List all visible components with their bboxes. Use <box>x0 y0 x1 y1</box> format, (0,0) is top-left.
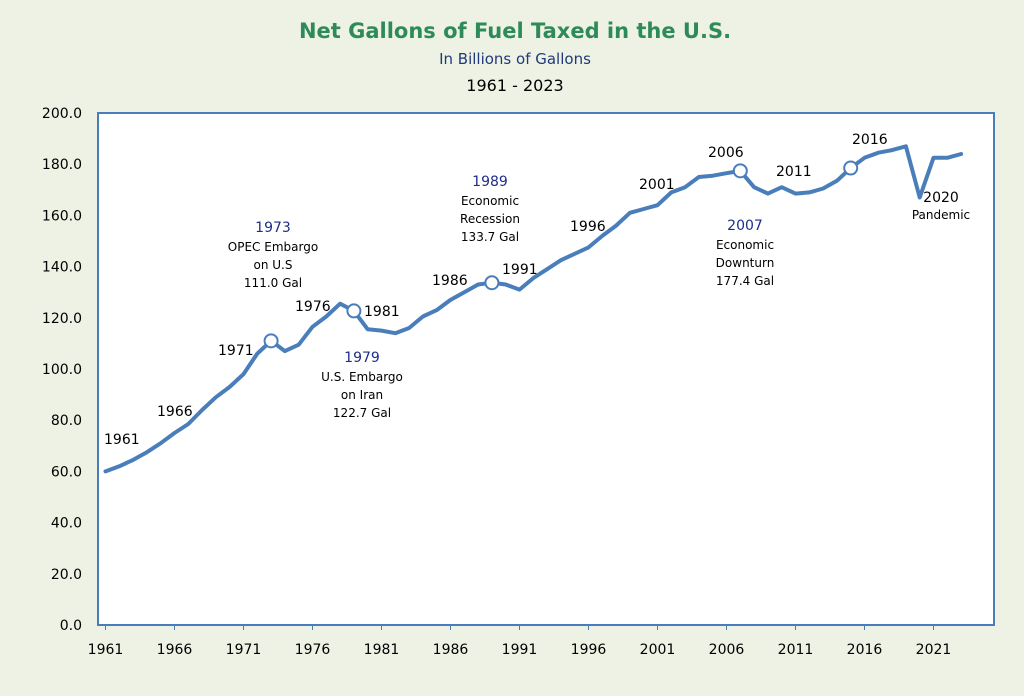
event-line: on Iran <box>341 388 383 402</box>
year-label-1996: 1996 <box>570 219 606 235</box>
chart-title: Net Gallons of Fuel Taxed in the U.S. <box>299 19 731 43</box>
x-axis: 1961 1966 1971 1976 1981 1986 1991 1996 2001 2006… <box>88 625 952 658</box>
y-tick-label: 100.0 <box>42 362 82 378</box>
plot-area <box>97 112 995 626</box>
year-label-2016: 2016 <box>852 132 888 148</box>
y-tick-label: 0.0 <box>60 618 82 634</box>
year-label-2011: 2011 <box>776 164 812 180</box>
event-line: on U.S <box>254 258 293 272</box>
highlight-point-1973 <box>263 333 279 349</box>
y-tick-label: 20.0 <box>51 567 82 583</box>
highlight-point-1979 <box>346 303 362 319</box>
y-tick-label: 180.0 <box>42 157 82 173</box>
x-tick-label: 1991 <box>502 642 538 658</box>
chart-year-range: 1961 - 2023 <box>466 76 563 95</box>
year-label-2001: 2001 <box>639 177 675 193</box>
highlight-point-2015 <box>843 160 859 176</box>
x-tick-label: 2011 <box>778 642 814 658</box>
y-tick-label: 80.0 <box>51 413 82 429</box>
x-tick-label: 2006 <box>709 642 745 658</box>
year-label-1981: 1981 <box>364 304 400 320</box>
annotation-1989: 1989 Economic Recession 133.7 Gal <box>460 174 520 244</box>
y-tick-label: 120.0 <box>42 311 82 327</box>
event-line: U.S. Embargo <box>321 370 403 384</box>
x-tick-label: 1981 <box>364 642 400 658</box>
annotation-1979: 1979 U.S. Embargo on Iran 122.7 Gal <box>321 350 403 420</box>
x-tick-label: 2021 <box>916 642 952 658</box>
event-line: Downturn <box>716 256 775 270</box>
chart-subtitle: In Billions of Gallons <box>439 50 591 68</box>
highlight-point-1989 <box>484 275 500 291</box>
year-label-1971: 1971 <box>218 343 254 359</box>
year-labels: 1961 1966 1971 1976 1981 1986 1991 1996 … <box>104 132 888 448</box>
year-label-1986: 1986 <box>432 273 468 289</box>
event-line: Economic <box>461 194 519 208</box>
series-line <box>103 144 964 474</box>
event-line: Recession <box>460 212 520 226</box>
event-year: 1979 <box>344 350 380 366</box>
x-tick-label: 1961 <box>88 642 124 658</box>
event-line: 122.7 Gal <box>333 406 391 420</box>
highlight-markers <box>263 160 859 349</box>
year-label-2006: 2006 <box>708 145 744 161</box>
y-tick-label: 40.0 <box>51 516 82 532</box>
annotation-1973: 1973 OPEC Embargo on U.S 111.0 Gal <box>228 220 318 290</box>
event-line: 111.0 Gal <box>244 276 302 290</box>
event-year: 1973 <box>255 220 291 236</box>
y-tick-label: 200.0 <box>42 106 82 122</box>
event-year: 2020 <box>923 190 959 206</box>
event-line: 133.7 Gal <box>461 230 519 244</box>
annotation-2020: 2020 Pandemic <box>912 190 970 222</box>
event-year: 2007 <box>727 218 763 234</box>
event-line: Economic <box>716 238 774 252</box>
annotation-2007: 2007 Economic Downturn 177.4 Gal <box>716 218 775 288</box>
year-label-1976: 1976 <box>295 299 331 315</box>
event-line: OPEC Embargo <box>228 240 318 254</box>
x-tick-label: 2016 <box>847 642 883 658</box>
x-tick-label: 1971 <box>226 642 262 658</box>
y-tick-label: 140.0 <box>42 260 82 276</box>
year-label-1991: 1991 <box>502 262 538 278</box>
y-tick-label: 160.0 <box>42 208 82 224</box>
x-tick-label: 1986 <box>433 642 469 658</box>
x-tick-label: 1996 <box>571 642 607 658</box>
event-line: Pandemic <box>912 208 970 222</box>
year-label-1961: 1961 <box>104 432 140 448</box>
x-tick-label: 1976 <box>295 642 331 658</box>
x-tick-label: 1966 <box>157 642 193 658</box>
y-tick-label: 60.0 <box>51 464 82 480</box>
y-axis: 0.0 20.0 40.0 60.0 80.0 100.0 120.0 140.0 160.0 1… <box>42 106 82 634</box>
x-tick-label: 2001 <box>640 642 676 658</box>
event-year: 1989 <box>472 174 508 190</box>
highlight-point-2007 <box>732 163 748 179</box>
event-line: 177.4 Gal <box>716 274 774 288</box>
year-label-1966: 1966 <box>157 404 193 420</box>
